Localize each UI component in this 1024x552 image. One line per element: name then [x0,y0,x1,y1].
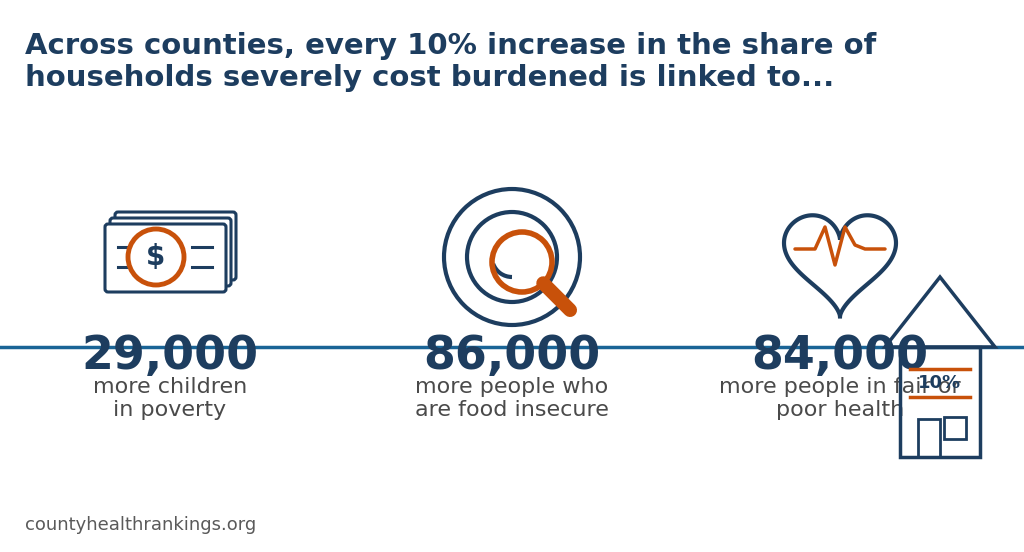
Bar [900,347,980,457]
FancyBboxPatch shape [110,218,231,286]
Bar [944,417,966,439]
Text: poor health: poor health [776,400,904,420]
Text: in poverty: in poverty [114,400,226,420]
Text: 29,000: 29,000 [82,335,259,380]
Text: 86,000: 86,000 [423,335,601,380]
FancyBboxPatch shape [105,224,226,292]
Text: $: $ [146,243,166,271]
Text: more children: more children [93,377,247,397]
Bar [918,419,940,457]
Text: 84,000: 84,000 [752,335,929,380]
Text: are food insecure: are food insecure [415,400,609,420]
FancyBboxPatch shape [115,212,236,280]
Text: 10%: 10% [919,374,962,392]
Text: Across counties, every 10% increase in the share of: Across counties, every 10% increase in t… [25,32,877,60]
Text: households severely cost burdened is linked to...: households severely cost burdened is lin… [25,64,835,92]
Text: more people who: more people who [416,377,608,397]
Circle shape [128,229,184,285]
Text: more people in fair or: more people in fair or [719,377,961,397]
Text: countyhealthrankings.org: countyhealthrankings.org [25,516,256,534]
